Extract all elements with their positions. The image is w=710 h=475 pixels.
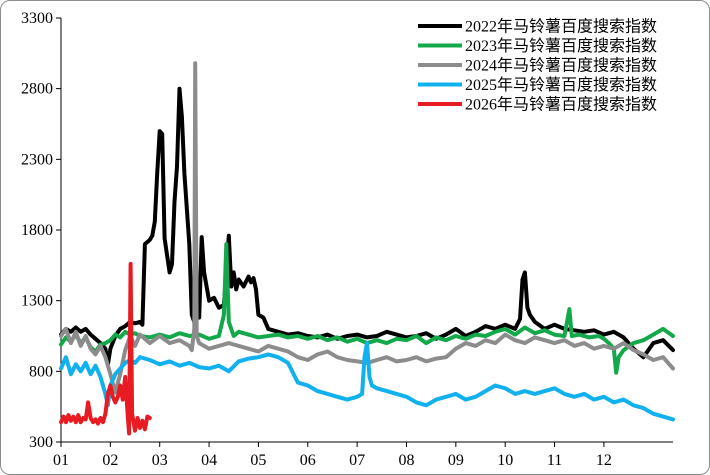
y-tick-label: 3300: [21, 10, 53, 27]
series-line-1: [59, 86, 675, 367]
y-tick-label: 800: [29, 363, 53, 380]
x-tick-label: 12: [596, 452, 612, 469]
y-tick-label: 2800: [21, 81, 53, 98]
x-tick-label: 02: [102, 452, 118, 469]
x-tick-label: 08: [398, 452, 414, 469]
x-tick-label: 03: [152, 452, 168, 469]
y-tick-label: 2300: [21, 151, 53, 168]
series-lines: [59, 61, 675, 436]
y-tick-label: 1300: [21, 293, 53, 310]
legend-label-5: 2026年马铃薯百度搜索指数: [465, 96, 657, 114]
axes: 300 800 1300 1800 2300 2800 3300 01 02 03 04 05 06 07…: [21, 10, 673, 469]
series-line-5: [59, 261, 152, 436]
legend-label-1: 2022年马铃薯百度搜索指数: [465, 18, 657, 36]
x-tick-label: 11: [547, 452, 562, 469]
legend-label-4: 2025年马铃薯百度搜索指数: [465, 76, 657, 94]
legend-label-2: 2023年马铃薯百度搜索指数: [465, 37, 657, 55]
x-tick-label: 07: [349, 452, 365, 469]
x-tick-label: 09: [448, 452, 464, 469]
series-line-2: [59, 242, 675, 375]
x-tick-label: 10: [497, 452, 513, 469]
x-tick-label: 04: [201, 452, 217, 469]
series-line-4: [59, 341, 675, 422]
x-tick-label: 01: [53, 452, 69, 469]
y-tick-label: 300: [29, 434, 53, 451]
x-tick-label: 05: [250, 452, 266, 469]
legend-label-3: 2024年马铃薯百度搜索指数: [465, 57, 657, 75]
x-tick-label: 06: [300, 452, 316, 469]
y-tick-label: 1800: [21, 222, 53, 239]
